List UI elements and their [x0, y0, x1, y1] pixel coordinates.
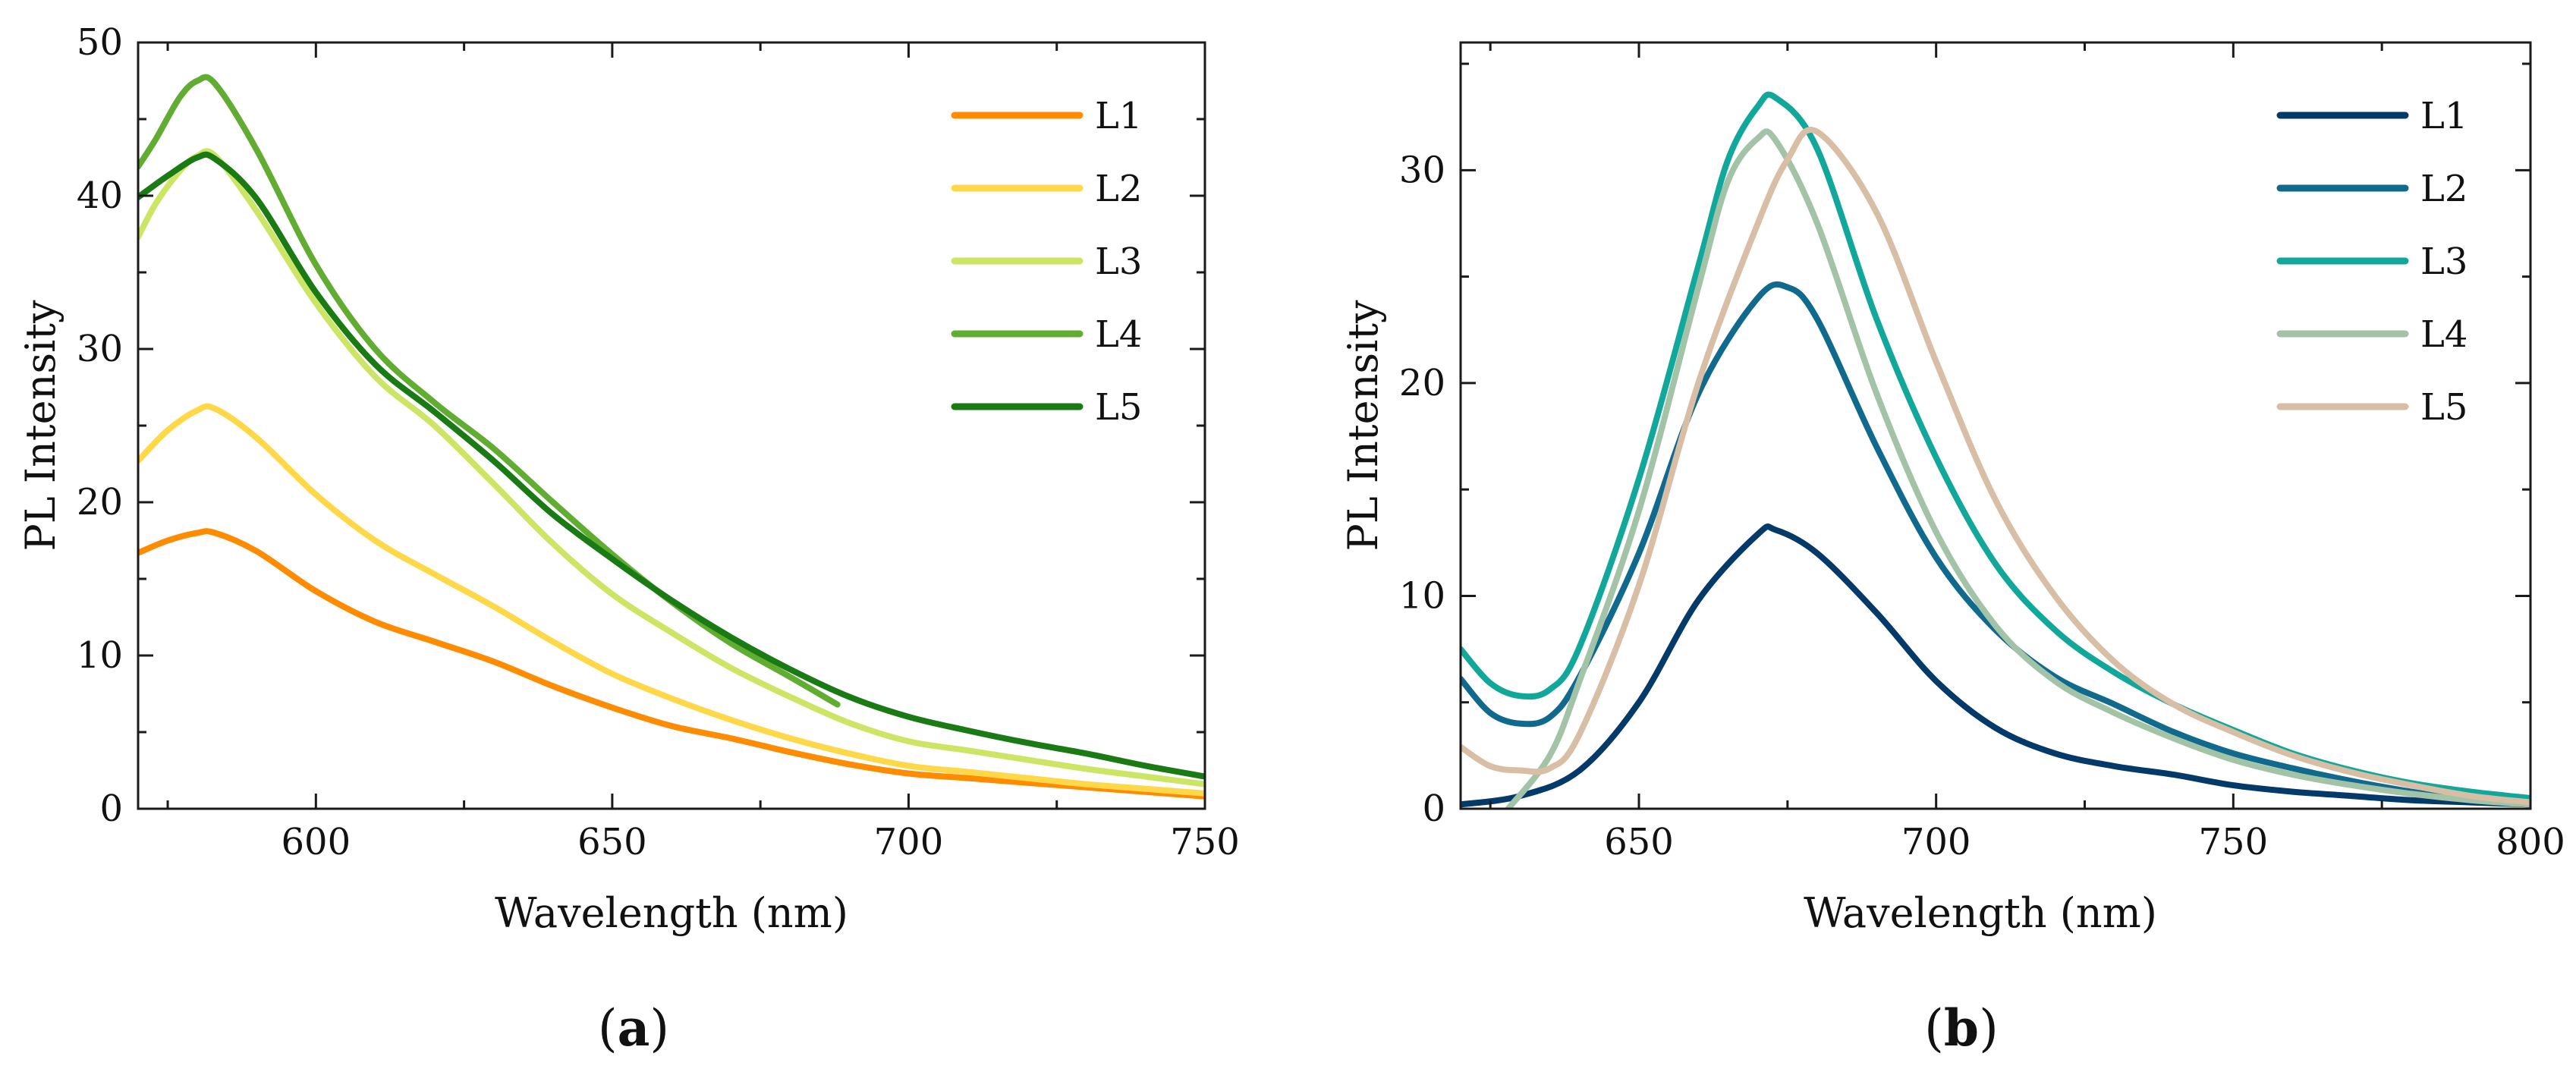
- series-line-l4: [1505, 128, 2530, 809]
- series-line-l1: [1461, 523, 2530, 808]
- panel-label-b: (b): [1924, 998, 1999, 1058]
- series-line-l1: [138, 528, 1205, 800]
- chart-panel-b: 650 700 750 800 0 10 20 30 Wavelength (nm) PL I…: [1339, 41, 2565, 1058]
- x-tick-label: 750: [1170, 821, 1240, 863]
- x-tick-label: 700: [1901, 821, 1971, 863]
- legend-label-l5: L5: [1095, 386, 1142, 429]
- panel-letter: b: [1944, 998, 1979, 1058]
- plot-frame: [1459, 41, 2532, 810]
- y-axis-title: PL Intensity: [17, 300, 64, 552]
- y-tick-label: 20: [77, 481, 123, 523]
- legend-label-l3: L3: [2420, 240, 2467, 283]
- series-line-l5: [1461, 127, 2530, 806]
- series-line-l5: [138, 151, 1205, 780]
- panel-letter: a: [618, 998, 650, 1058]
- x-tick-label: 750: [2199, 821, 2269, 863]
- legend-label-l5: L5: [2420, 386, 2467, 429]
- legend-label-l3: L3: [1095, 240, 1142, 283]
- x-tick-label: 650: [577, 821, 647, 863]
- legend: L1 L2 L3 L4 L5: [2276, 95, 2467, 429]
- legend-label-l2: L2: [2420, 168, 2467, 210]
- x-tick-label: 800: [2496, 821, 2565, 863]
- x-tick-label: 650: [1604, 821, 1674, 863]
- axis-ticks: 600 650 700 750 0 10 20 30 40 50: [77, 21, 1240, 863]
- x-axis-title: Wavelength (nm): [1804, 889, 2157, 937]
- legend-label-l4: L4: [1095, 313, 1142, 356]
- panel-label-a: (a): [598, 998, 669, 1058]
- y-axis-title: PL Intensity: [1339, 300, 1387, 552]
- x-tick-label: 700: [874, 821, 944, 863]
- y-tick-label: 50: [77, 21, 123, 64]
- y-tick-label: 10: [77, 634, 123, 677]
- legend: L1 L2 L3 L4 L5: [951, 95, 1142, 429]
- x-axis-title: Wavelength (nm): [495, 889, 848, 937]
- legend-label-l1: L1: [2420, 95, 2467, 137]
- x-tick-label: 600: [282, 821, 351, 863]
- series-line-l2: [138, 403, 1205, 797]
- y-tick-label: 10: [1399, 574, 1445, 617]
- legend-label-l1: L1: [1095, 95, 1142, 137]
- series-layer: [138, 74, 1205, 800]
- series-layer: [1461, 91, 2530, 809]
- legend-label-l2: L2: [1095, 168, 1142, 210]
- y-tick-label: 30: [1399, 149, 1445, 191]
- y-tick-label: 30: [77, 328, 123, 370]
- y-tick-label: 0: [1422, 787, 1445, 830]
- y-tick-label: 40: [77, 174, 123, 217]
- y-tick-label: 0: [99, 787, 123, 830]
- axis-ticks: 650 700 750 800 0 10 20 30: [1399, 42, 2565, 863]
- y-tick-label: 20: [1399, 362, 1445, 404]
- legend-label-l4: L4: [2420, 313, 2467, 356]
